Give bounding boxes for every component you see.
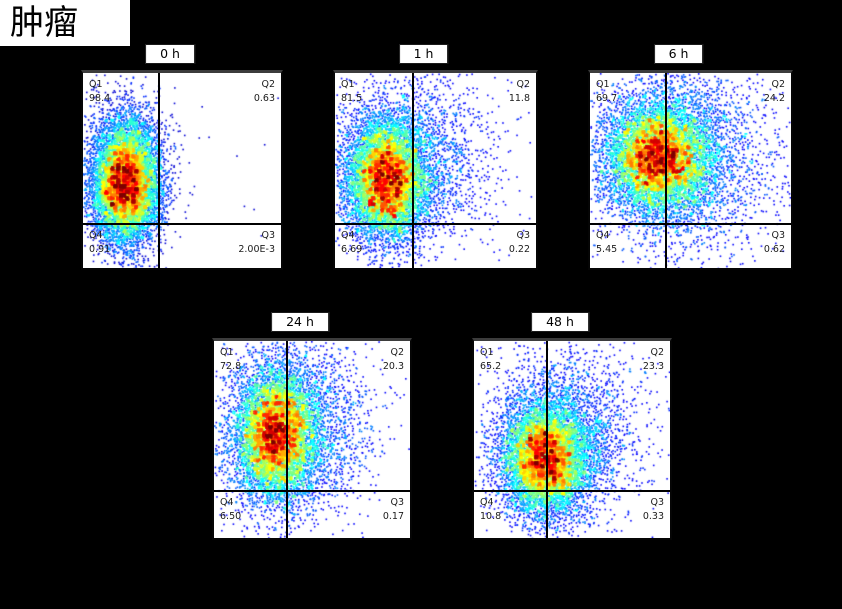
quadrant-gate-horizontal bbox=[474, 490, 670, 492]
density-scatter-canvas bbox=[214, 341, 410, 538]
q3-label: Q3 bbox=[390, 497, 404, 508]
scatter-plot: Q1 65.2 Q2 23.3 Q4 10.8 Q3 0.33 bbox=[472, 338, 672, 540]
q3-label: Q3 bbox=[650, 497, 664, 508]
q4-value: 5.45 bbox=[596, 243, 618, 255]
q4-label: Q4 bbox=[220, 497, 234, 508]
timepoint-label: 48 h bbox=[546, 314, 574, 329]
q1-value: 81.5 bbox=[341, 92, 363, 104]
q1-label: Q1 bbox=[480, 347, 494, 358]
timepoint-label-box: 24 h bbox=[271, 312, 329, 332]
quadrant-gate-horizontal bbox=[83, 223, 281, 225]
flow-panel: 24 h Q1 72.8 Q2 20.3 Q4 6.50 Q3 0.17 bbox=[212, 310, 412, 540]
timepoint-label: 6 h bbox=[668, 46, 689, 61]
timepoint-label-box: 48 h bbox=[531, 312, 589, 332]
quadrant-q4: Q4 6.50 bbox=[220, 496, 241, 523]
flow-panel: 6 h Q1 69.7 Q2 24.2 Q4 5.45 Q3 0.62 bbox=[588, 42, 793, 270]
quadrant-gate-horizontal bbox=[590, 223, 791, 225]
q1-label: Q1 bbox=[89, 79, 103, 90]
quadrant-q3: Q3 2.00E-3 bbox=[238, 229, 275, 256]
q2-value: 24.2 bbox=[763, 92, 785, 104]
q4-label: Q4 bbox=[341, 230, 355, 241]
q4-label: Q4 bbox=[480, 497, 494, 508]
q3-value: 0.22 bbox=[508, 243, 530, 255]
quadrant-gate-vertical bbox=[665, 73, 667, 268]
quadrant-q2: Q2 24.2 bbox=[764, 78, 785, 105]
quadrant-q1: Q1 81.5 bbox=[341, 78, 362, 105]
figure-title: 肿瘤 bbox=[10, 3, 78, 43]
q2-label: Q2 bbox=[771, 79, 785, 90]
q3-value: 0.62 bbox=[763, 243, 785, 255]
q4-label: Q4 bbox=[89, 230, 103, 241]
quadrant-q1: Q1 72.8 bbox=[220, 346, 241, 373]
quadrant-q1: Q1 69.7 bbox=[596, 78, 617, 105]
quadrant-q3: Q3 0.22 bbox=[509, 229, 530, 256]
quadrant-q4: Q4 0.91 bbox=[89, 229, 110, 256]
quadrant-gate-vertical bbox=[412, 73, 414, 268]
flow-panel: 48 h Q1 65.2 Q2 23.3 Q4 10.8 Q3 0.33 bbox=[472, 310, 672, 540]
q3-label: Q3 bbox=[516, 230, 530, 241]
scatter-plot: Q1 69.7 Q2 24.2 Q4 5.45 Q3 0.62 bbox=[588, 70, 793, 270]
q3-label: Q3 bbox=[261, 230, 275, 241]
q1-label: Q1 bbox=[220, 347, 234, 358]
quadrant-gate-vertical bbox=[286, 341, 288, 538]
quadrant-gate-vertical bbox=[546, 341, 548, 538]
quadrant-q3: Q3 0.62 bbox=[764, 229, 785, 256]
timepoint-label-box: 1 h bbox=[398, 44, 449, 64]
q3-label: Q3 bbox=[771, 230, 785, 241]
quadrant-gate-vertical bbox=[158, 73, 160, 268]
quadrant-q2: Q2 11.8 bbox=[509, 78, 530, 105]
q1-value: 72.8 bbox=[220, 360, 242, 372]
q2-value: 0.63 bbox=[253, 92, 275, 104]
q3-value: 0.17 bbox=[382, 510, 404, 522]
quadrant-q3: Q3 0.33 bbox=[643, 496, 664, 523]
q2-label: Q2 bbox=[650, 347, 664, 358]
q4-value: 0.91 bbox=[89, 243, 111, 255]
q4-value: 10.8 bbox=[480, 510, 502, 522]
q2-label: Q2 bbox=[516, 79, 530, 90]
timepoint-label-box: 0 h bbox=[145, 44, 195, 64]
q1-value: 98.4 bbox=[89, 92, 111, 104]
q1-value: 65.2 bbox=[480, 360, 502, 372]
quadrant-q4: Q4 5.45 bbox=[596, 229, 617, 256]
q1-label: Q1 bbox=[341, 79, 355, 90]
quadrant-q2: Q2 23.3 bbox=[643, 346, 664, 373]
q2-value: 11.8 bbox=[508, 92, 530, 104]
q2-value: 20.3 bbox=[382, 360, 404, 372]
q3-value: 2.00E-3 bbox=[238, 243, 275, 255]
flow-panel: 1 h Q1 81.5 Q2 11.8 Q4 6.69 Q3 0.22 bbox=[333, 42, 538, 270]
quadrant-q1: Q1 98.4 bbox=[89, 78, 110, 105]
q2-label: Q2 bbox=[261, 79, 275, 90]
q2-label: Q2 bbox=[390, 347, 404, 358]
scatter-plot: Q1 98.4 Q2 0.63 Q4 0.91 Q3 2.00E-3 bbox=[81, 70, 283, 270]
density-scatter-canvas bbox=[590, 73, 791, 268]
quadrant-q1: Q1 65.2 bbox=[480, 346, 501, 373]
quadrant-q2: Q2 0.63 bbox=[254, 78, 275, 105]
timepoint-label: 0 h bbox=[160, 46, 180, 61]
q4-label: Q4 bbox=[596, 230, 610, 241]
flow-panel: 0 h Q1 98.4 Q2 0.63 Q4 0.91 Q3 2.00E-3 bbox=[81, 42, 283, 270]
timepoint-label: 1 h bbox=[413, 46, 434, 61]
q1-value: 69.7 bbox=[596, 92, 618, 104]
quadrant-q3: Q3 0.17 bbox=[383, 496, 404, 523]
quadrant-gate-horizontal bbox=[335, 223, 536, 225]
q3-value: 0.33 bbox=[642, 510, 664, 522]
q1-label: Q1 bbox=[596, 79, 610, 90]
scatter-plot: Q1 81.5 Q2 11.8 Q4 6.69 Q3 0.22 bbox=[333, 70, 538, 270]
quadrant-q4: Q4 10.8 bbox=[480, 496, 501, 523]
scatter-plot: Q1 72.8 Q2 20.3 Q4 6.50 Q3 0.17 bbox=[212, 338, 412, 540]
q4-value: 6.69 bbox=[341, 243, 363, 255]
quadrant-q2: Q2 20.3 bbox=[383, 346, 404, 373]
q4-value: 6.50 bbox=[220, 510, 242, 522]
q2-value: 23.3 bbox=[642, 360, 664, 372]
density-scatter-canvas bbox=[335, 73, 536, 268]
timepoint-label: 24 h bbox=[286, 314, 314, 329]
quadrant-q4: Q4 6.69 bbox=[341, 229, 362, 256]
timepoint-label-box: 6 h bbox=[653, 44, 704, 64]
figure-title-box: 肿瘤 bbox=[0, 0, 130, 46]
quadrant-gate-horizontal bbox=[214, 490, 410, 492]
density-scatter-canvas bbox=[474, 341, 670, 538]
density-scatter-canvas bbox=[83, 73, 281, 268]
